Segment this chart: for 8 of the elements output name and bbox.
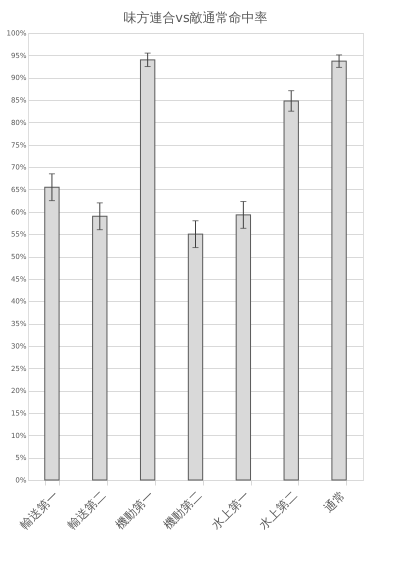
x-tick-label: 通常 [321, 488, 348, 515]
x-tick-label: 水上第二 [256, 488, 300, 532]
x-tick-label: 水上第一 [208, 488, 252, 532]
x-tick-label: 機動第一 [112, 488, 157, 532]
x-tick-label: 機動第二 [160, 488, 204, 532]
x-tick-label: 輸送第一 [17, 488, 61, 532]
x-tick-label: 輸送第二 [64, 488, 109, 532]
chart-title: 味方連合vs敵通常命中率 [123, 10, 268, 26]
